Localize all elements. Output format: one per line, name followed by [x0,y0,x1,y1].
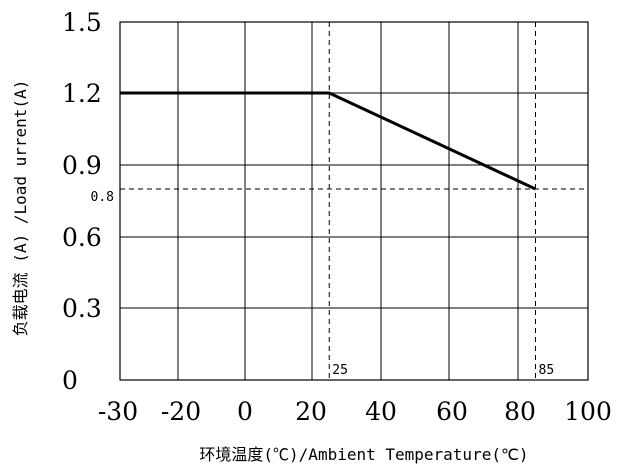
y-tick-0.6: 0.6 [62,223,102,252]
ref-label-x-85: 85 [539,363,555,378]
y-tick-0.9: 0.9 [62,151,102,180]
x-tick-labels: -30 -20 0 20 40 60 80 100 [98,397,612,426]
x-tick-60: 60 [436,397,468,426]
reference-labels: 25 85 0.8 [91,190,555,378]
ref-label-y-0.8: 0.8 [91,190,114,205]
x-tick--20: -20 [161,397,201,426]
y-tick-0: 0 [62,366,78,395]
x-tick-0: 0 [237,397,253,426]
reference-lines [120,22,588,380]
x-tick-40: 40 [365,397,397,426]
y-axis-label: 负载电流 (A) /Load urrent(A) [11,80,30,337]
x-tick-80: 80 [504,397,536,426]
series-layer [120,91,537,191]
y-tick-labels: 0 0.3 0.6 0.9 1.2 1.5 [62,8,102,395]
x-axis-label: 环境温度(℃)/Ambient Temperature(℃) [199,445,528,464]
y-tick-1.2: 1.2 [62,79,102,108]
ref-label-x-25: 25 [332,363,348,378]
plot-frame [119,21,589,381]
x-tick-20: 20 [295,397,327,426]
series-line-1 [120,91,537,191]
grid [119,21,589,381]
x-tick-100: 100 [564,397,612,426]
x-tick--30: -30 [98,397,138,426]
y-tick-1.5: 1.5 [62,8,102,37]
y-tick-0.3: 0.3 [62,294,102,323]
